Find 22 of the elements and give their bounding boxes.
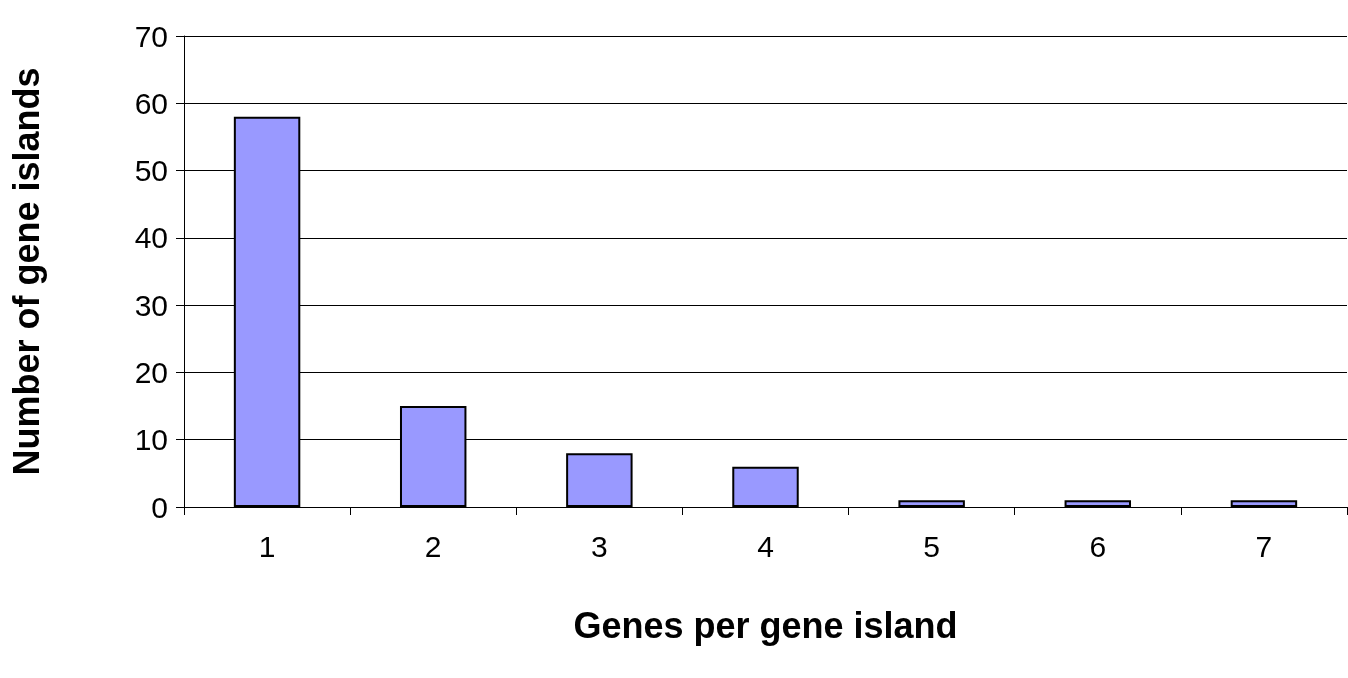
x-tick-label: 1 — [258, 529, 276, 563]
y-tick-label: 20 — [134, 355, 168, 389]
y-tick-label: 10 — [134, 423, 168, 457]
x-tick-label: 7 — [1255, 529, 1273, 563]
bar — [898, 500, 965, 507]
bar — [1230, 500, 1298, 507]
bar — [1064, 500, 1132, 507]
x-tick-label: 3 — [591, 529, 608, 563]
bar — [566, 453, 633, 507]
y-tick-label: 30 — [134, 288, 168, 322]
y-tick-label: 60 — [134, 86, 168, 120]
y-tick-label: 70 — [134, 19, 168, 53]
x-axis-title: Genes per gene island — [573, 604, 958, 646]
y-tick-label: 0 — [151, 490, 168, 524]
x-tick-label: 5 — [923, 529, 940, 563]
x-tick-label: 6 — [1089, 529, 1107, 563]
x-tick-label: 2 — [424, 529, 442, 563]
y-axis-title: Number of gene islands — [5, 67, 47, 476]
x-tick-label: 4 — [757, 529, 774, 563]
y-tick-label: 40 — [134, 221, 168, 255]
bar — [732, 466, 799, 507]
y-tick-label: 50 — [134, 154, 168, 188]
